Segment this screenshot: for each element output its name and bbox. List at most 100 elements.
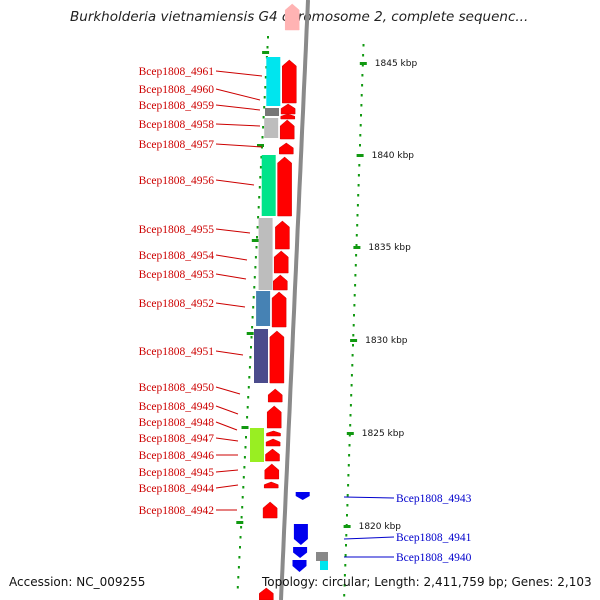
- ruler-tick: [266, 46, 269, 49]
- ruler-tick: [246, 416, 249, 419]
- ruler-tick: [347, 484, 350, 487]
- gene-label-bcep1808-4944[interactable]: Bcep1808_4944: [139, 483, 215, 495]
- ruler-tick: [252, 306, 255, 309]
- forward-gene-arrow[interactable]: [277, 156, 292, 217]
- forward-gene-arrow[interactable]: [280, 113, 296, 120]
- gene-leader-line: [215, 405, 239, 415]
- cog-category-block: [250, 428, 264, 462]
- ruler-tick: [348, 434, 351, 437]
- accession-text: Accession: NC_009255: [9, 575, 146, 589]
- cog-category-block: [320, 561, 328, 570]
- reverse-gene-arrow[interactable]: [295, 492, 310, 500]
- ruler-tick: [354, 274, 357, 277]
- gene-label-bcep1808-4954[interactable]: Bcep1808_4954: [139, 250, 215, 262]
- gene-label-bcep1808-4945[interactable]: Bcep1808_4945: [139, 467, 215, 479]
- forward-gene-arrow[interactable]: [284, 3, 300, 31]
- gene-label-bcep1808-4940[interactable]: Bcep1808_4940: [396, 552, 472, 564]
- gene-label-bcep1808-4951[interactable]: Bcep1808_4951: [139, 346, 215, 358]
- ruler-tick: [259, 166, 262, 169]
- gene-label-bcep1808-4955[interactable]: Bcep1808_4955: [139, 224, 215, 236]
- ruler-tick: [267, 36, 269, 39]
- gene-leader-line: [215, 302, 246, 308]
- gene-label-bcep1808-4957[interactable]: Bcep1808_4957: [139, 139, 215, 151]
- gene-label-bcep1808-4960[interactable]: Bcep1808_4960: [139, 84, 215, 96]
- kbp-tick-label: 1830 kbp: [365, 336, 408, 346]
- forward-gene-arrow[interactable]: [275, 220, 290, 250]
- forward-gene-arrow[interactable]: [265, 438, 281, 447]
- cog-category-block: [265, 108, 279, 116]
- gene-label-bcep1808-4946[interactable]: Bcep1808_4946: [139, 450, 215, 462]
- ruler-tick: [347, 474, 350, 477]
- gene-label-bcep1808-4948[interactable]: Bcep1808_4948: [139, 417, 215, 429]
- forward-gene-arrow[interactable]: [282, 59, 297, 104]
- ruler-tick: [263, 96, 266, 99]
- forward-gene-arrow[interactable]: [273, 250, 289, 274]
- forward-gene-arrow[interactable]: [280, 103, 296, 115]
- ruler-tick: [354, 264, 357, 267]
- ruler-tick: [360, 104, 363, 107]
- ruler-tick: [248, 366, 251, 369]
- ruler-tick: [261, 136, 264, 139]
- gene-label-bcep1808-4949[interactable]: Bcep1808_4949: [139, 401, 215, 413]
- gene-label-bcep1808-4942[interactable]: Bcep1808_4942: [139, 505, 215, 517]
- ruler-tick: [236, 586, 239, 589]
- ruler-tick: [357, 184, 360, 187]
- forward-gene-arrow[interactable]: [273, 274, 288, 291]
- kbp-tick-mark: [359, 62, 367, 65]
- ruler-tick: [359, 124, 362, 127]
- ruler-tick: [345, 544, 347, 547]
- ruler-tick: [348, 444, 351, 447]
- forward-gene-arrow[interactable]: [279, 142, 294, 155]
- gene-label-bcep1808-4947[interactable]: Bcep1808_4947: [139, 433, 215, 445]
- reverse-gene-arrow[interactable]: [292, 560, 307, 572]
- ruler-tick: [253, 276, 256, 279]
- forward-gene-arrow[interactable]: [263, 481, 279, 489]
- ruler-tick: [347, 464, 350, 467]
- kbp-tick-mark: [353, 246, 361, 249]
- ruler-tick: [343, 584, 346, 587]
- forward-gene-arrow[interactable]: [266, 430, 281, 437]
- forward-gene-arrow[interactable]: [266, 405, 282, 429]
- gene-leader-line: [215, 104, 261, 111]
- gene-leader-line: [215, 386, 241, 395]
- ruler-tick: [261, 146, 263, 149]
- forward-gene-arrow[interactable]: [279, 119, 295, 140]
- forward-gene-arrow[interactable]: [267, 388, 283, 403]
- cog-category-block: [261, 155, 276, 216]
- chromosome-backbone: [279, 0, 310, 600]
- ruler-tick: [358, 164, 361, 167]
- ruler-tick: [350, 374, 353, 377]
- forward-gene-arrow[interactable]: [259, 587, 274, 600]
- forward-gene-arrow[interactable]: [271, 291, 287, 328]
- ruler-tick: [244, 446, 247, 449]
- gene-label-bcep1808-4961[interactable]: Bcep1808_4961: [139, 66, 215, 78]
- gene-label-bcep1808-4943[interactable]: Bcep1808_4943: [396, 493, 472, 505]
- ruler-tick: [343, 594, 346, 597]
- ruler-tick: [352, 334, 355, 337]
- ruler-tick: [361, 64, 364, 67]
- ruler-tick: [247, 396, 250, 399]
- kbp-tick-label: 1835 kbp: [368, 243, 411, 253]
- gene-label-bcep1808-4953[interactable]: Bcep1808_4953: [139, 269, 215, 281]
- gene-label-bcep1808-4956[interactable]: Bcep1808_4956: [139, 175, 215, 187]
- ruler-tick: [264, 76, 267, 79]
- ruler-tick: [264, 86, 267, 89]
- gene-label-bcep1808-4958[interactable]: Bcep1808_4958: [139, 119, 215, 131]
- kbp-tick-label: 1840 kbp: [372, 151, 415, 161]
- gene-label-bcep1808-4950[interactable]: Bcep1808_4950: [139, 382, 215, 394]
- forward-gene-arrow[interactable]: [264, 463, 280, 480]
- reverse-gene-arrow[interactable]: [293, 524, 308, 545]
- gene-label-bcep1808-4959[interactable]: Bcep1808_4959: [139, 100, 215, 112]
- ruler-tick: [243, 466, 246, 469]
- forward-gene-arrow[interactable]: [265, 448, 280, 462]
- ruler-tick: [246, 406, 249, 409]
- gene-label-bcep1808-4941[interactable]: Bcep1808_4941: [396, 532, 472, 544]
- kbp-tick-label: 1820 kbp: [359, 522, 402, 532]
- gene-leader-line: [215, 228, 251, 234]
- kbp-tick-mark: [356, 154, 364, 157]
- gene-label-bcep1808-4952[interactable]: Bcep1808_4952: [139, 298, 215, 310]
- reverse-gene-arrow[interactable]: [293, 547, 308, 558]
- forward-gene-arrow[interactable]: [262, 501, 278, 519]
- forward-gene-arrow[interactable]: [269, 330, 285, 384]
